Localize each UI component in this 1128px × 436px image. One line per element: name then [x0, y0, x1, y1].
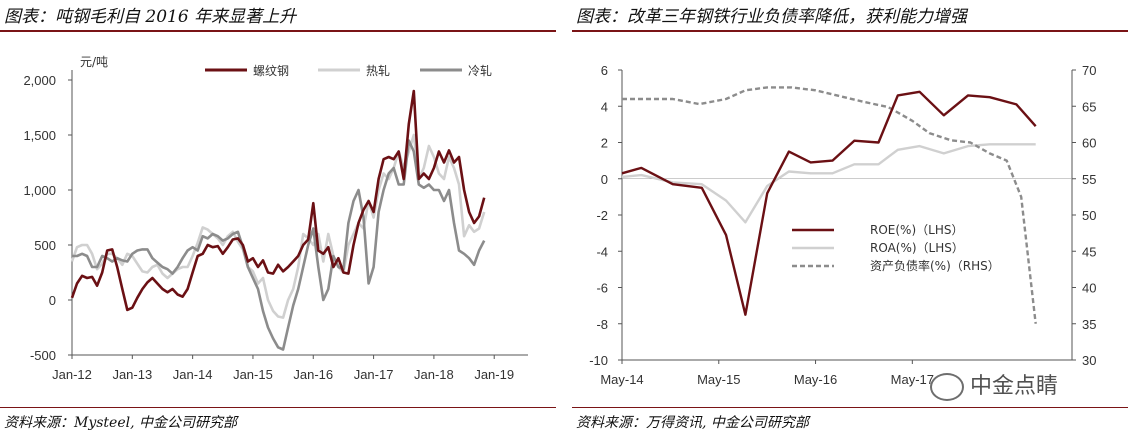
left-line-series-0 [70, 89, 486, 312]
left-y-tick-label: 1,500 [23, 128, 56, 143]
right-lhs-tick-label: 6 [601, 63, 608, 78]
steel-roe-leverage-chart: 6 4 2 0 -2 -4 -6 -8 -10 70 65 60 55 50 45 40 35 30 May-14 M… [589, 63, 1096, 387]
right-lhs-tick-label: 0 [601, 172, 608, 187]
right-rhs-tick-label: 70 [1082, 63, 1096, 78]
right-rhs-tick-label: 35 [1082, 317, 1096, 332]
left-legend-label-0: 螺纹钢 [253, 64, 289, 78]
right-x-tick-label: May-17 [891, 372, 934, 387]
left-source-note: 资料来源：Mysteel, 中金公司研究部 [4, 415, 238, 431]
right-legend-label-1: ROA(%)（LHS） [870, 241, 964, 255]
right-rhs-tick-label: 40 [1082, 281, 1096, 296]
right-source-rule [572, 407, 1128, 408]
right-title-rule [572, 30, 1128, 32]
steel-margin-chart: 2,000 1,500 1,000 500 0 -500 元/吨 Jan-12 Jan-13 Ja… [23, 55, 528, 382]
right-chart-title: 图表：改革三年钢铁行业负债率降低，获利能力增强 [576, 7, 967, 27]
right-x-tick-label: May-15 [697, 372, 740, 387]
right-source-note: 资料来源：万得资讯, 中金公司研究部 [576, 415, 809, 431]
left-y-tick-label: 2,000 [23, 73, 56, 88]
right-x-tick-label: May-14 [600, 372, 643, 387]
left-unit-label: 元/吨 [80, 55, 108, 69]
right-lhs-tick-label: -6 [596, 281, 608, 296]
left-x-tick-label: Jan-12 [52, 367, 92, 382]
left-chart-panel: 图表：吨钢毛利自 2016 年来显著上升 2,000 1,500 1,000 500 0… [0, 0, 556, 436]
left-line-series-2 [72, 139, 486, 351]
left-legend-label-1: 热轧 [366, 64, 390, 78]
right-x-tick-label: May-16 [794, 372, 837, 387]
left-y-tick-label: -500 [30, 348, 56, 363]
watermark: 中金点睛 [930, 368, 1058, 401]
right-chart-panel: 图表：改革三年钢铁行业负债率降低，获利能力增强 6 4 2 0 -2 -4 -6 -8 -10 7… [572, 0, 1128, 436]
right-lhs-tick-label: 2 [601, 136, 608, 151]
right-lhs-tick-label: 4 [601, 99, 608, 114]
right-line-series-1 [621, 143, 1036, 224]
right-rhs-tick-label: 50 [1082, 208, 1096, 223]
left-x-tick-label: Jan-17 [354, 367, 394, 382]
left-title-rule [0, 30, 556, 32]
left-y-tick-label: 500 [34, 238, 56, 253]
right-rhs-tick-label: 55 [1082, 172, 1096, 187]
right-legend-label-2: 资产负债率(%)（RHS） [870, 258, 1000, 273]
right-legend-label-0: ROE(%)（LHS） [870, 223, 963, 237]
right-lhs-tick-label: -4 [596, 244, 608, 259]
left-x-tick-label: Jan-13 [112, 367, 152, 382]
left-x-tick-label: Jan-14 [173, 367, 213, 382]
left-y-tick-label: 1,000 [23, 183, 56, 198]
left-x-tick-label: Jan-15 [233, 367, 273, 382]
right-rhs-tick-label: 45 [1082, 244, 1096, 259]
left-line-series-1 [70, 133, 486, 319]
right-line-series-2 [622, 86, 1037, 324]
right-line-series-0 [621, 90, 1037, 316]
right-rhs-tick-label: 30 [1082, 353, 1096, 368]
left-chart-title: 图表：吨钢毛利自 2016 年来显著上升 [4, 7, 297, 27]
right-lhs-tick-label: -2 [596, 208, 608, 223]
left-legend-label-2: 冷轧 [468, 64, 492, 78]
left-x-tick-label: Jan-16 [293, 367, 333, 382]
right-rhs-tick-label: 65 [1082, 99, 1096, 114]
left-x-tick-label: Jan-19 [474, 367, 514, 382]
right-lhs-tick-label: -10 [589, 353, 608, 368]
right-lhs-tick-label: -8 [596, 317, 608, 332]
watermark-text: 中金点睛 [970, 374, 1059, 399]
right-rhs-tick-label: 60 [1082, 136, 1096, 151]
wechat-icon [930, 373, 964, 401]
left-x-tick-label: Jan-18 [414, 367, 454, 382]
left-y-tick-label: 0 [49, 293, 56, 308]
left-source-rule [0, 407, 556, 408]
